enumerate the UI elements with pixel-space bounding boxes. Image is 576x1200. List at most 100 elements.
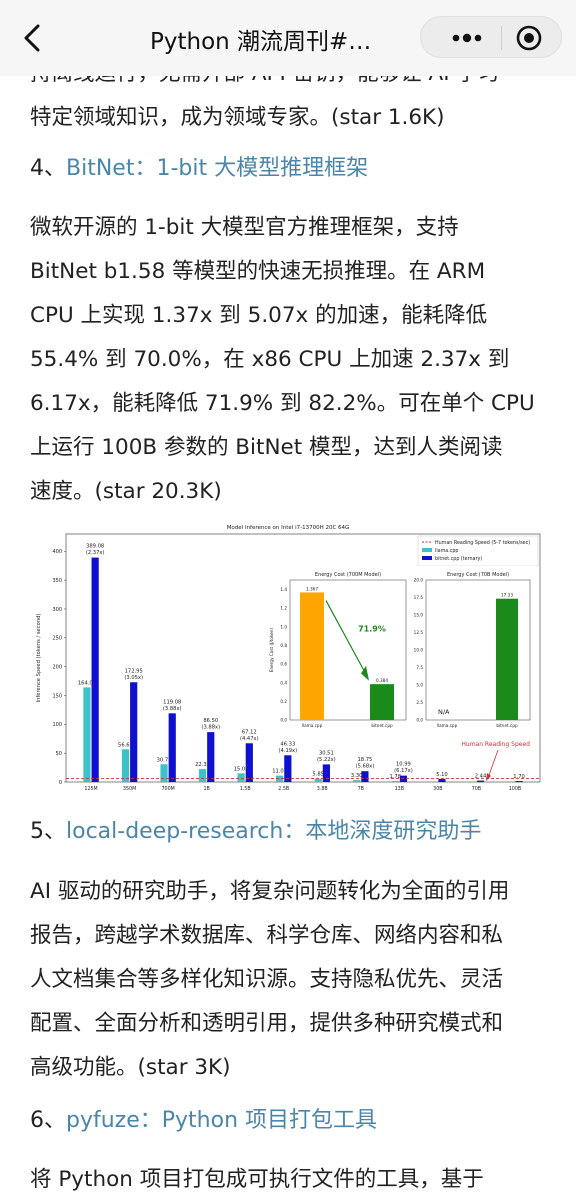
data-label-bitnet-cpp: (2.37x) bbox=[86, 550, 105, 556]
data-label-llama-cpp: 1.78 bbox=[389, 774, 401, 780]
text-line: CPU 上实现 1.37x 到 5.07x 的加速，能耗降低 bbox=[30, 303, 488, 328]
data-label-bitnet-cpp: 389.08 bbox=[86, 544, 104, 550]
page-title: Python 潮流周刊#… bbox=[150, 29, 372, 55]
chart-title: Model Inference on Intel i7-13700H 20C 6… bbox=[227, 525, 350, 531]
legend-label-reference: Human Reading Speed (5-7 tokens/sec) bbox=[435, 540, 530, 546]
inset-y-tick-label: 0.6 bbox=[280, 662, 287, 667]
reference-arrow bbox=[487, 749, 499, 779]
capsule-divider bbox=[501, 26, 502, 50]
y-tick-label: 0 bbox=[59, 780, 62, 786]
section-heading-local-deep-research: 5、local-deep-research：本地深度研究助手 bbox=[30, 817, 560, 847]
data-label-bitnet-cpp: 86.50 bbox=[203, 718, 218, 724]
section-number: 6、 bbox=[30, 1108, 66, 1133]
text-line: AI 驱动的研究助手，将复杂问题转化为全面的引用 bbox=[30, 879, 510, 904]
data-label-llama-cpp: 56.67 bbox=[118, 742, 133, 748]
legend-label-llama-cpp: llama.cpp bbox=[435, 548, 458, 554]
x-tick-label: 30B bbox=[433, 786, 442, 792]
x-tick-label: 13B bbox=[395, 786, 404, 792]
data-label-bitnet-cpp: 5.10 bbox=[436, 772, 448, 778]
data-label-llama-cpp: 30.73 bbox=[157, 757, 172, 763]
text-line: 6.17x，能耗降低 71.9% 到 82.2%。可在单个 CPU bbox=[30, 391, 535, 416]
data-label-bitnet-cpp: (4.19x) bbox=[278, 748, 297, 754]
bar-bitnet-cpp bbox=[284, 755, 292, 782]
data-label-bitnet-cpp: (6.17x) bbox=[394, 768, 413, 774]
x-tick-label: 350M bbox=[123, 786, 136, 792]
more-options-icon[interactable] bbox=[445, 27, 489, 49]
bar-llama-cpp bbox=[237, 773, 245, 782]
text-line: 配置、全面分析和透明引用，提供多种研究模式和 bbox=[30, 1011, 504, 1036]
inset-title: Energy Cost (70B Model) bbox=[447, 572, 509, 578]
y-tick-label: 200 bbox=[52, 664, 62, 670]
bar-llama-cpp bbox=[198, 769, 207, 782]
project-link-pyfuze[interactable]: pyfuze：Python 项目打包工具 bbox=[66, 1108, 378, 1133]
x-tick-label: 700M bbox=[161, 786, 174, 792]
project-link-bitnet[interactable]: BitNet：1-bit 大模型推理框架 bbox=[66, 156, 369, 181]
data-label-bitnet-cpp: 46.33 bbox=[280, 741, 295, 747]
inset-y-tick-label: 12.5 bbox=[414, 630, 424, 635]
inset-title: Energy Cost (700M Model) bbox=[315, 572, 381, 578]
bar-bitnet-cpp bbox=[91, 557, 99, 782]
x-tick-label: 125M bbox=[84, 786, 97, 792]
y-tick-label: 350 bbox=[52, 578, 62, 584]
data-label-llama-cpp: 15.02 bbox=[234, 766, 249, 772]
y-tick-label: 50 bbox=[56, 751, 62, 757]
data-label-bitnet-cpp: 1.70 bbox=[513, 774, 525, 780]
inset-y-tick-label: 15.0 bbox=[414, 613, 424, 618]
data-label-bitnet-cpp: (4.47x) bbox=[240, 736, 259, 742]
inset-data-label: 17.33 bbox=[501, 593, 513, 598]
text-line: 报告，跨越学术数据库、科学仓库、网络内容和私 bbox=[30, 923, 504, 948]
inset-y-tick-label: 1.4 bbox=[280, 587, 287, 592]
data-label-llama-cpp: 3.30 bbox=[351, 773, 363, 779]
top-navigation-bar: Python 潮流周刊#… bbox=[0, 0, 576, 76]
inset-x-tick-label: bitnet.cpp bbox=[371, 723, 393, 728]
inset-y-axis-label: Energy Cost (J/token) bbox=[269, 628, 274, 673]
x-tick-label: 2.5B bbox=[278, 786, 289, 792]
inset-bar bbox=[370, 684, 394, 720]
text-line: 高级功能。(star 3K) bbox=[30, 1055, 231, 1080]
data-label-llama-cpp: 164.04 bbox=[78, 680, 97, 686]
reference-annotation: Human Reading Speed bbox=[461, 741, 530, 748]
inset-y-tick-label: 0.0 bbox=[280, 718, 287, 723]
inset-y-tick-label: 7.5 bbox=[416, 665, 423, 670]
y-axis-label: Inference Speed (tokens / second) bbox=[36, 614, 42, 703]
y-tick-label: 250 bbox=[52, 636, 62, 642]
mini-program-capsule bbox=[420, 16, 562, 58]
reference-arrowhead bbox=[486, 773, 491, 781]
y-tick-label: 150 bbox=[52, 693, 62, 699]
inset-y-tick-label: 5.0 bbox=[416, 683, 423, 688]
close-circle-icon[interactable] bbox=[515, 24, 543, 52]
inset-na-label: N/A bbox=[438, 708, 450, 716]
y-tick-label: 400 bbox=[52, 549, 62, 555]
x-tick-label: 100B bbox=[509, 786, 521, 792]
text-line: 人文档集合等多样化知识源。支持隐私优先、灵活 bbox=[30, 967, 504, 992]
project-link-local-deep-research[interactable]: local-deep-research：本地深度研究助手 bbox=[66, 819, 482, 844]
x-tick-label: 7B bbox=[358, 786, 364, 792]
bar-bitnet-cpp bbox=[361, 771, 369, 782]
inset-y-tick-label: 0.2 bbox=[280, 699, 287, 704]
bar-bitnet-cpp bbox=[515, 781, 523, 782]
legend-label-bitnet-cpp: bitnet.cpp (ternary) bbox=[435, 556, 482, 562]
legend-box bbox=[417, 535, 539, 567]
bar-bitnet-cpp bbox=[245, 743, 253, 782]
bar-llama-cpp bbox=[121, 749, 130, 782]
article-paragraph: 微软开源的 1-bit 大模型官方推理框架，支持 BitNet b1.58 等模… bbox=[30, 206, 550, 514]
chart-canvas: Model Inference on Intel i7-13700H 20C 6… bbox=[36, 525, 541, 792]
inset-y-tick-label: 1.0 bbox=[280, 624, 287, 629]
data-label-bitnet-cpp: (5.22x) bbox=[317, 757, 336, 763]
bar-llama-cpp bbox=[391, 780, 399, 782]
back-arrow-icon[interactable] bbox=[18, 20, 48, 56]
y-tick-label: 100 bbox=[52, 722, 62, 728]
x-tick-label: 70B bbox=[472, 786, 481, 792]
bar-bitnet-cpp bbox=[438, 779, 446, 782]
legend-swatch-llama-cpp bbox=[422, 548, 432, 552]
inset-y-tick-label: 0.8 bbox=[280, 643, 287, 648]
section-number: 5、 bbox=[30, 819, 66, 844]
text-line: 速度。(star 20.3K) bbox=[30, 479, 222, 504]
data-label-bitnet-cpp: 119.08 bbox=[163, 699, 181, 705]
section-heading-bitnet: 4、BitNet：1-bit 大模型推理框架 bbox=[30, 154, 560, 184]
data-label-bitnet-cpp: (3.05x) bbox=[124, 675, 143, 681]
x-tick-label: 1B bbox=[203, 786, 209, 792]
inset-data-label: 1.367 bbox=[306, 586, 318, 591]
bar-bitnet-cpp bbox=[168, 713, 176, 782]
inset-y-tick-label: 10.0 bbox=[414, 648, 424, 653]
